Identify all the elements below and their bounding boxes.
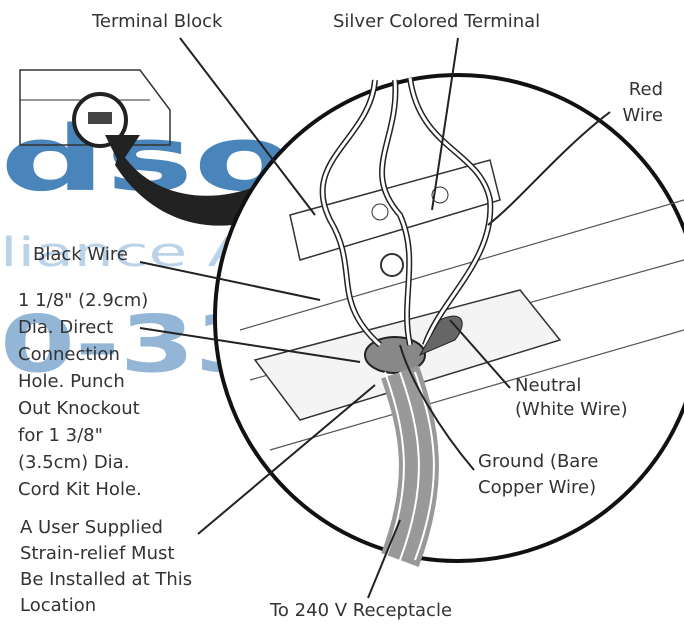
label: To 240 V Receptacle bbox=[269, 600, 452, 621]
label: Connection bbox=[18, 344, 120, 365]
label: 1 1/8" (2.9cm) bbox=[18, 290, 148, 311]
label: (3.5cm) Dia. bbox=[18, 452, 129, 473]
label: Red bbox=[629, 79, 663, 100]
label: Terminal Block bbox=[91, 11, 223, 32]
label: Out Knockout bbox=[18, 398, 140, 419]
label: Strain-relief Must bbox=[20, 543, 174, 564]
label: Wire bbox=[623, 105, 663, 126]
label: Black Wire bbox=[33, 244, 128, 265]
label: Neutral bbox=[515, 375, 581, 396]
label: Be Installed at This bbox=[20, 569, 192, 590]
label: Copper Wire) bbox=[478, 477, 596, 498]
label: (White Wire) bbox=[515, 399, 628, 420]
label: Silver Colored Terminal bbox=[333, 11, 540, 32]
label: Cord Kit Hole. bbox=[18, 479, 142, 500]
label: Hole. Punch bbox=[18, 371, 125, 392]
label: Location bbox=[20, 595, 96, 616]
label: Dia. Direct bbox=[18, 317, 113, 338]
diagram: dson liance Author 0-3355 bbox=[0, 0, 684, 626]
label: A User Supplied bbox=[20, 517, 163, 538]
label: Ground (Bare bbox=[478, 451, 598, 472]
label: for 1 3/8" bbox=[18, 425, 103, 446]
